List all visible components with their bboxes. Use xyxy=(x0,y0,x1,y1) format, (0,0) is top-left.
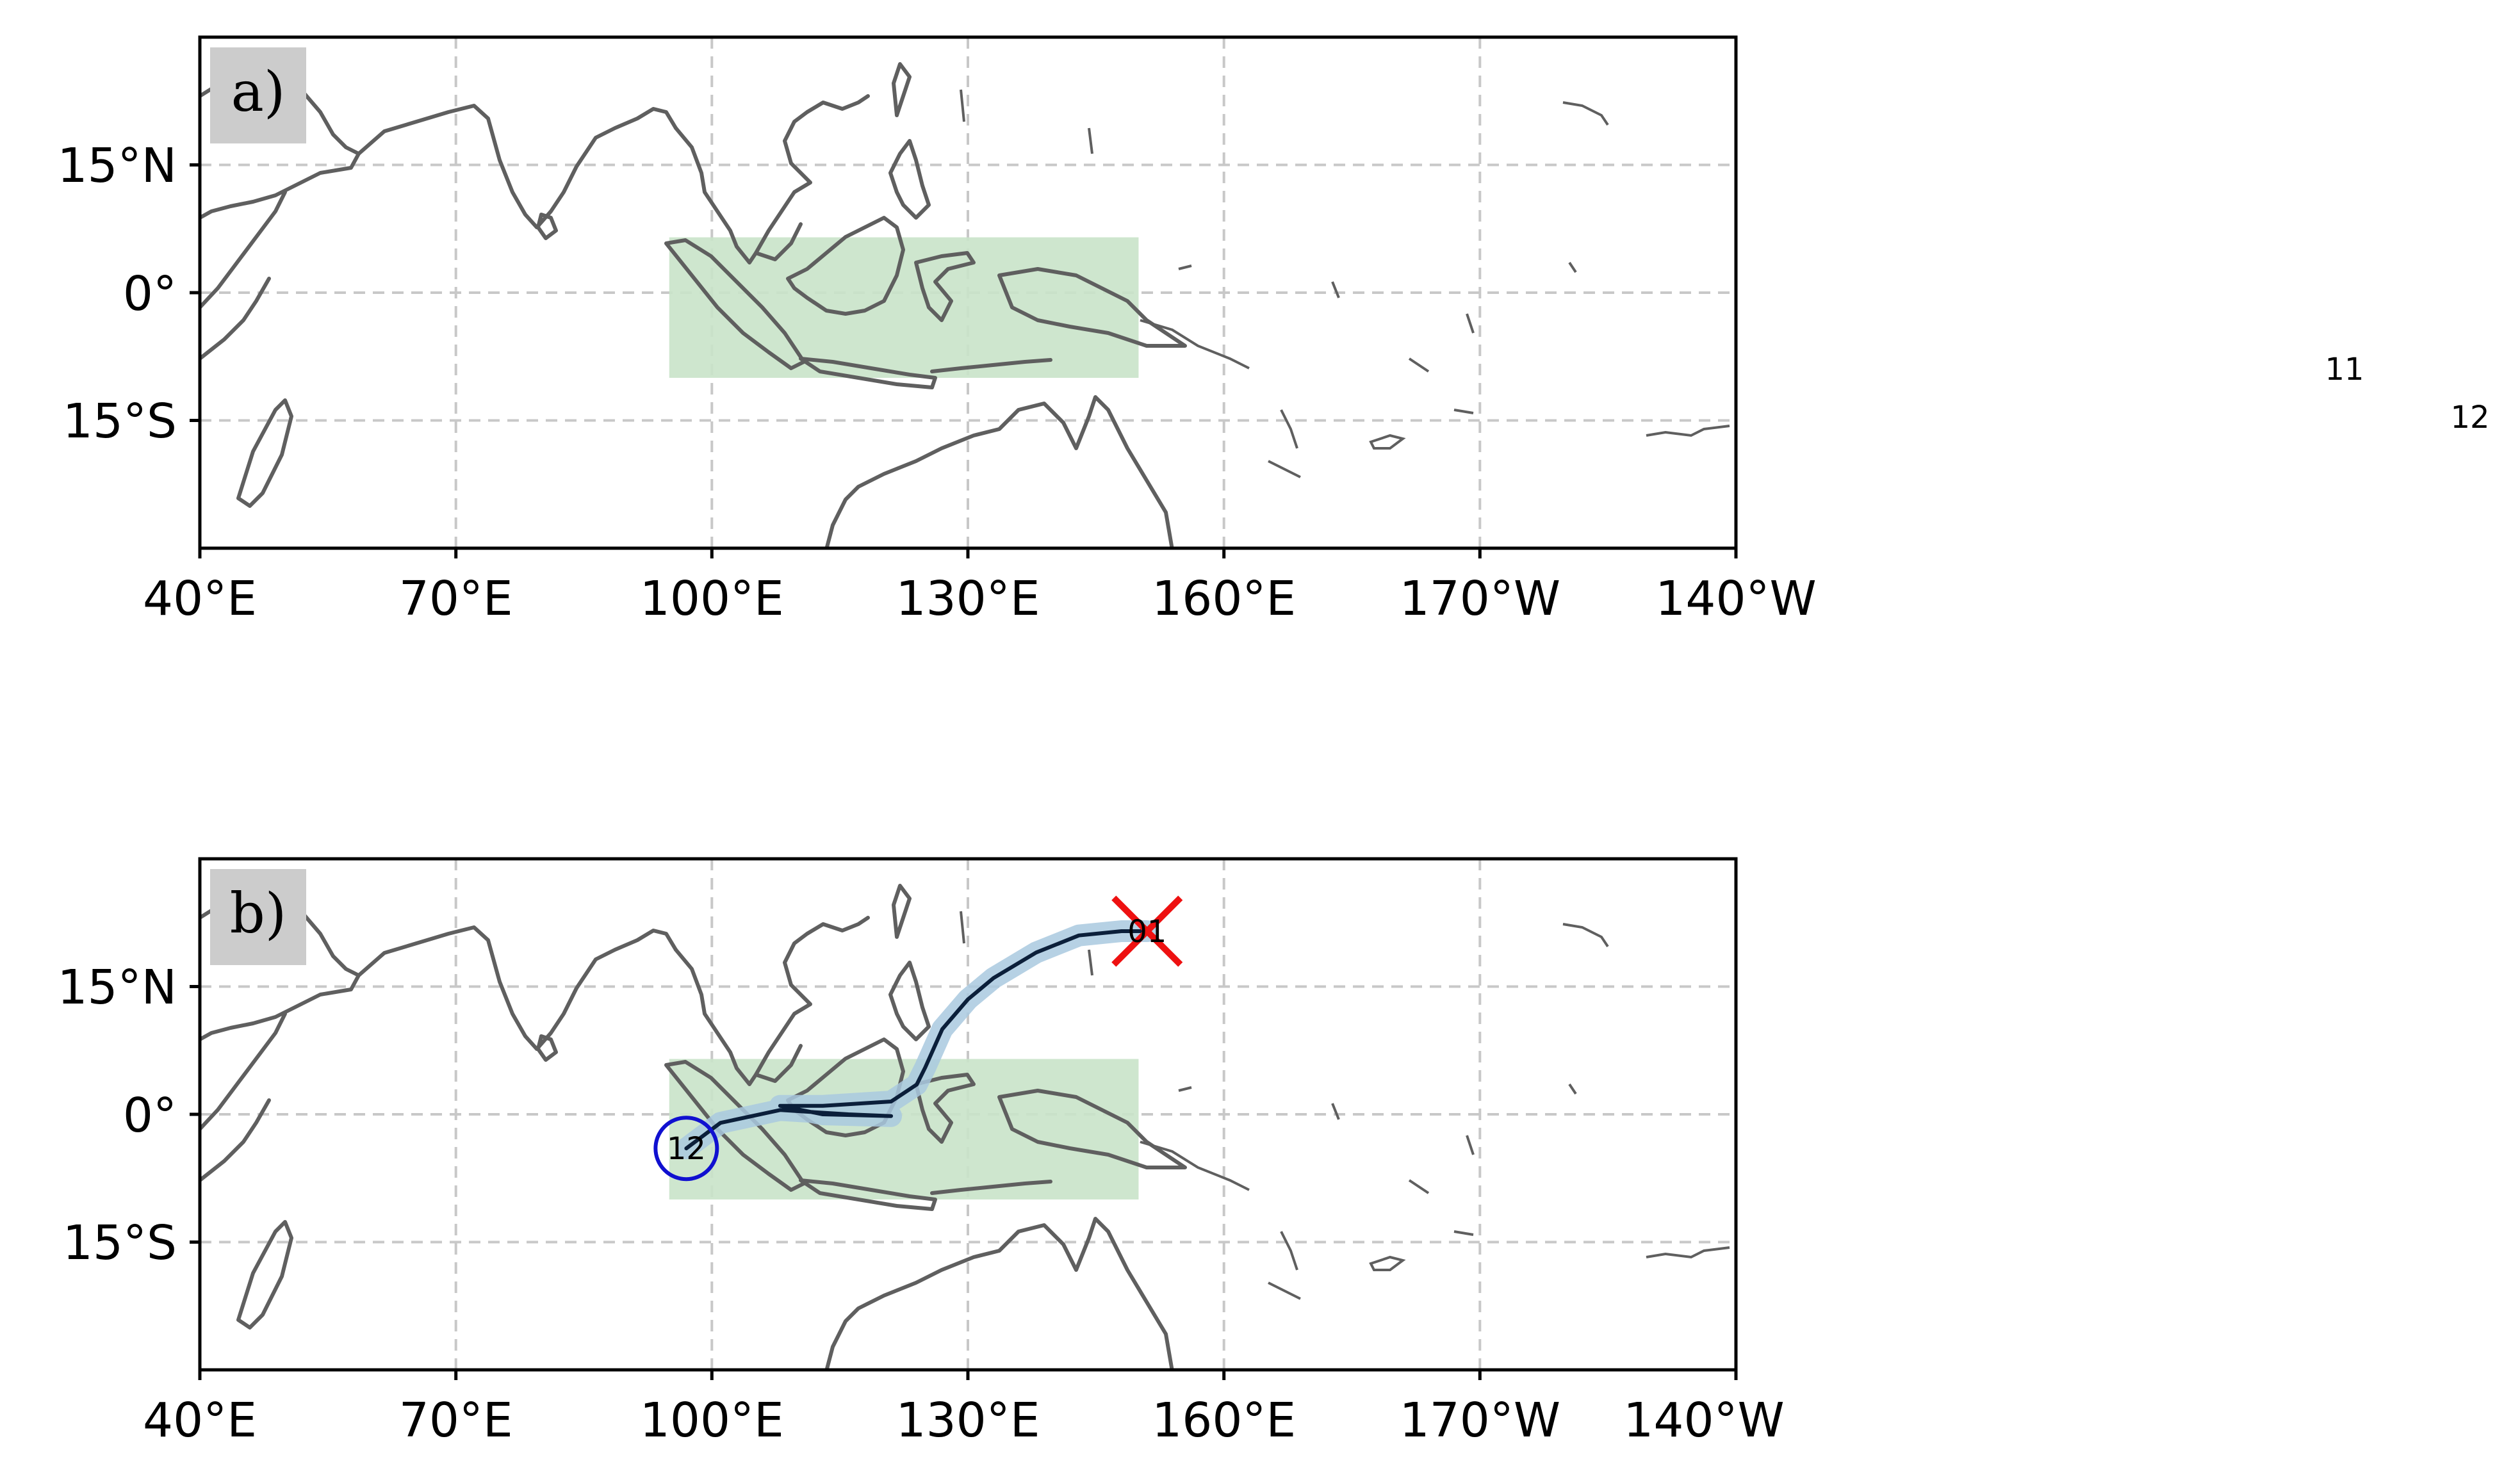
track-end-label: 01 xyxy=(1127,914,1166,950)
lon-tick-label: 40°E xyxy=(143,1393,257,1448)
panel-b-label: b) xyxy=(230,882,287,946)
stray-label: 11 xyxy=(2325,352,2364,387)
panel-a-lon-tick-labels: 40°E 70°E 100°E 130°E 160°E 170°W 140°W xyxy=(143,571,1817,626)
lon-tick-label: 140°W xyxy=(1623,1393,1784,1448)
stray-label: 12 xyxy=(2450,400,2489,435)
lon-tick-label: 160°E xyxy=(1152,571,1296,626)
lon-tick-label: 40°E xyxy=(143,571,257,626)
panel-a-lon-tick-marks xyxy=(198,548,1738,558)
panel-b-lon-tick-labels: 40°E 70°E 100°E 130°E 160°E 170°W 140°W xyxy=(143,1393,1785,1448)
panel-b: 12 01 b) 40°E 70°E 100°E 130°E 160°E 170… xyxy=(57,857,1785,1448)
panel-b-lon-tick-marks xyxy=(198,1370,1738,1380)
panel-a-lat-tick-marks xyxy=(190,163,200,422)
panel-b-map-area xyxy=(200,859,1736,1370)
lat-tick-label: 15°S xyxy=(63,394,177,449)
lon-tick-label: 130°E xyxy=(896,1393,1040,1448)
track-start-marker xyxy=(653,1116,719,1182)
lon-tick-label: 100°E xyxy=(640,571,784,626)
lon-tick-label: 70°E xyxy=(399,1393,513,1448)
lat-tick-label: 0° xyxy=(123,266,177,321)
lat-tick-label: 15°N xyxy=(57,960,177,1015)
panel-a-map-area xyxy=(200,37,1736,548)
panel-b-label-box xyxy=(210,869,306,965)
track-start-label: 12 xyxy=(667,1131,706,1167)
panel-b-lat-tick-marks xyxy=(190,985,200,1244)
panel-a-label: a) xyxy=(231,60,286,124)
track-line xyxy=(684,929,1149,1151)
panel-a: a) 40°E 70°E 100°E 130°E 160°E 170°W 140… xyxy=(57,35,1817,626)
lon-tick-label: 100°E xyxy=(640,1393,784,1448)
lon-tick-label: 160°E xyxy=(1152,1393,1296,1448)
panel-a-region-box xyxy=(669,237,1139,378)
lon-tick-label: 70°E xyxy=(399,571,513,626)
panel-b-lat-tick-labels: 15°N 0° 15°S xyxy=(57,960,177,1271)
lon-tick-label: 170°W xyxy=(1400,1393,1560,1448)
lat-tick-label: 15°S xyxy=(63,1216,177,1271)
panel-a-lat-tick-labels: 15°N 0° 15°S xyxy=(57,138,177,449)
lat-tick-label: 0° xyxy=(123,1088,177,1143)
track-end-marker xyxy=(1111,895,1183,967)
lon-tick-label: 170°W xyxy=(1400,571,1560,626)
lat-tick-label: 15°N xyxy=(57,138,177,193)
lon-tick-label: 140°W xyxy=(1655,571,1816,626)
panel-a-label-box xyxy=(210,47,306,143)
lon-tick-label: 130°E xyxy=(896,571,1040,626)
